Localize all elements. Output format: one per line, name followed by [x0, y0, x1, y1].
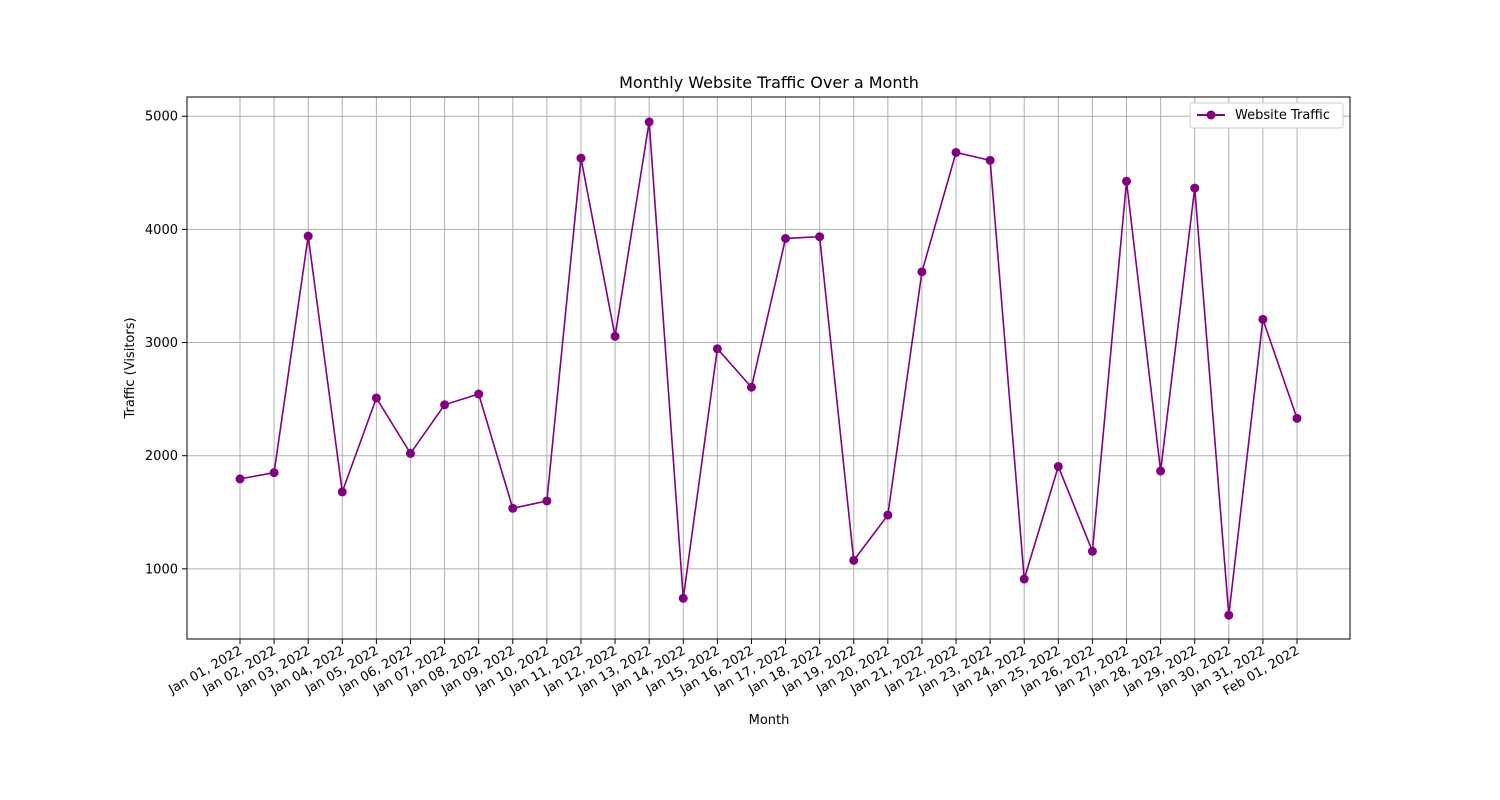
- y-tick-label: 3000: [145, 336, 178, 351]
- data-point: [781, 233, 791, 243]
- data-point: [678, 593, 688, 603]
- series-layer: [235, 117, 1302, 620]
- data-point: [985, 155, 995, 165]
- data-point: [849, 555, 859, 565]
- data-point: [508, 503, 518, 513]
- legend: Website Traffic: [1189, 102, 1344, 129]
- legend-marker: [1206, 110, 1216, 120]
- data-point: [917, 267, 927, 277]
- plot-frame: [186, 96, 1351, 640]
- x-axis-label: Month: [749, 713, 790, 728]
- data-point: [1087, 546, 1097, 556]
- data-point: [951, 147, 961, 157]
- y-tick-label: 1000: [145, 562, 178, 577]
- data-point: [1224, 610, 1234, 620]
- data-point: [1258, 314, 1268, 324]
- data-point: [235, 474, 245, 484]
- data-point: [371, 393, 381, 403]
- legend-box: [1189, 102, 1344, 129]
- data-point: [542, 496, 552, 506]
- data-point: [474, 389, 484, 399]
- data-point: [1122, 176, 1132, 186]
- y-axis-label: Traffic (Visitors): [123, 317, 138, 419]
- data-point: [1053, 461, 1063, 471]
- y-tick-label: 2000: [145, 449, 178, 464]
- data-point: [1019, 574, 1029, 584]
- data-point: [712, 344, 722, 354]
- data-point: [746, 382, 756, 392]
- grid: [187, 97, 1350, 639]
- data-point: [576, 153, 586, 163]
- data-point: [405, 448, 415, 458]
- data-point: [1156, 466, 1166, 476]
- chart-title: Monthly Website Traffic Over a Month: [619, 73, 919, 92]
- data-point: [610, 331, 620, 341]
- series-line: [239, 121, 1298, 616]
- data-point: [303, 231, 313, 241]
- y-tick-label: 4000: [145, 223, 178, 238]
- data-point: [815, 232, 825, 242]
- y-tick-label: 5000: [145, 110, 178, 125]
- data-point: [337, 487, 347, 497]
- data-point: [883, 510, 893, 520]
- data-point: [440, 400, 450, 410]
- data-point: [644, 117, 654, 127]
- data-point: [1292, 413, 1302, 423]
- data-point: [269, 468, 279, 478]
- legend-label: Website Traffic: [1235, 108, 1330, 123]
- data-point: [1190, 183, 1200, 193]
